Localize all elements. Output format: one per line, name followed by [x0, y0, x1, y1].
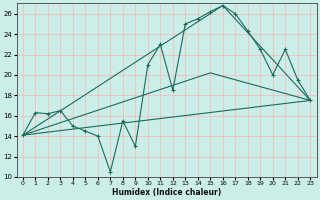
X-axis label: Humidex (Indice chaleur): Humidex (Indice chaleur): [112, 188, 221, 197]
